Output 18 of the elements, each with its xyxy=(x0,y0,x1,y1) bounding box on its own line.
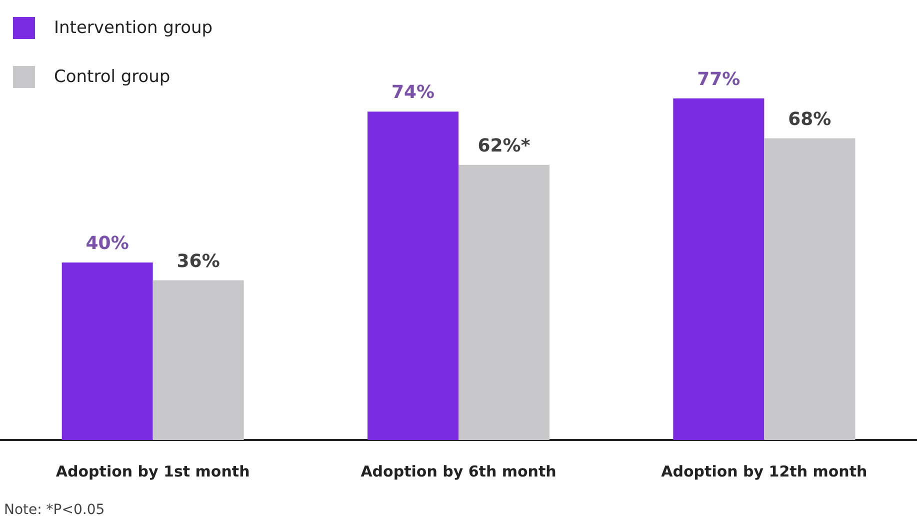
bar xyxy=(673,98,764,440)
bar xyxy=(62,262,153,440)
data-label: 77% xyxy=(697,68,740,90)
text: Note: *P<0.05 xyxy=(4,502,105,518)
x-tick-label: Adoption by 12th month xyxy=(661,462,868,480)
bar xyxy=(764,138,856,440)
data-label: 68% xyxy=(788,108,832,130)
data-label: 62%* xyxy=(478,135,531,156)
bar xyxy=(458,164,550,440)
legend-label: Intervention group xyxy=(54,18,213,38)
data-label: 40% xyxy=(86,233,129,254)
bar xyxy=(152,280,244,440)
bar xyxy=(368,112,458,440)
legend-label: Control group xyxy=(54,67,170,87)
data-label: 36% xyxy=(176,250,220,272)
data-label: 74% xyxy=(391,82,435,104)
x-tick-label: Adoption by 1st month xyxy=(56,462,250,480)
x-tick-label: Adoption by 6th month xyxy=(360,462,556,480)
